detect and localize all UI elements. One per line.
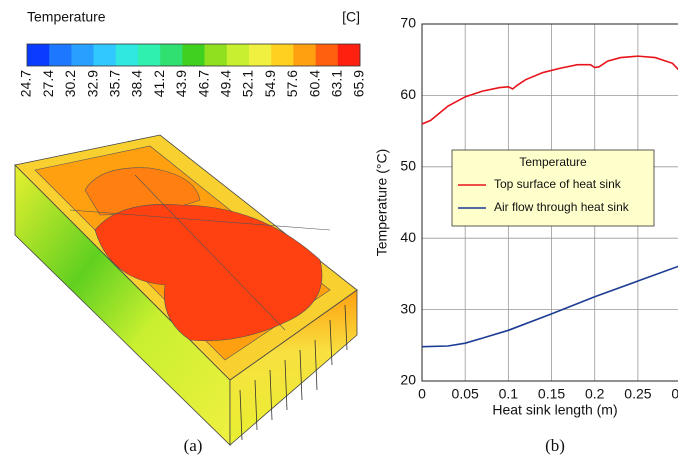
heat-sink-render <box>15 135 357 445</box>
color-cell <box>94 44 117 66</box>
color-cell <box>27 44 50 66</box>
y-tick-label: 30 <box>400 300 416 316</box>
y-axis-label: Temperature (°C) <box>374 149 390 257</box>
colorbar-tick-label: 60.4 <box>306 70 322 97</box>
y-tick-label: 60 <box>400 86 416 102</box>
color-cell <box>338 44 361 66</box>
legend-label: Top surface of heat sink <box>494 177 622 191</box>
x-tick-label: 0.3 <box>671 386 678 402</box>
x-axis-label: Heat sink length (m) <box>492 402 617 418</box>
colorbar-tick-label: 38.4 <box>129 70 145 97</box>
colorbar-unit: [C] <box>342 9 360 25</box>
colorbar-tick-label: 43.9 <box>173 70 189 97</box>
series-line <box>422 262 678 346</box>
x-tick-label: 0.25 <box>624 386 651 402</box>
colorbar-tick-label: 30.2 <box>62 70 78 97</box>
x-tick-label: 0.15 <box>538 386 565 402</box>
colorbar-title: Temperature <box>27 9 106 25</box>
color-cell <box>271 44 294 66</box>
x-tick-label: 0.05 <box>452 386 479 402</box>
colorbar-tick-label: 24.7 <box>18 70 34 97</box>
colorbar-tick-label: 27.4 <box>40 70 56 97</box>
color-cell <box>316 44 339 66</box>
series-line <box>422 56 678 124</box>
color-cell <box>116 44 139 66</box>
x-tick-label: 0.1 <box>499 386 519 402</box>
color-cell <box>49 44 71 66</box>
caption: (a) <box>184 436 203 455</box>
colorbar-tick-label: 35.7 <box>107 70 123 97</box>
color-cell <box>160 44 183 66</box>
color-cell <box>293 44 316 66</box>
colorbar-tick-label: 49.4 <box>218 70 234 97</box>
y-tick-label: 40 <box>400 229 416 245</box>
colorbar-tick-label: 41.2 <box>151 70 167 97</box>
legend-title: Temperature <box>519 155 587 169</box>
color-cell <box>182 44 205 66</box>
colorbar-tick-label: 57.6 <box>284 70 300 97</box>
caption: (b) <box>545 436 565 455</box>
x-tick-label: 0.2 <box>585 386 605 402</box>
colorbar-tick-label: 63.1 <box>329 70 345 97</box>
y-tick-label: 20 <box>400 372 416 388</box>
figure: Temperature [C] 24.7 27.4 30.2 32.9 35.7 38.4 41… <box>0 0 678 462</box>
legend-label: Air flow through heat sink <box>494 200 630 214</box>
colorbar-tick-label: 46.7 <box>195 70 211 97</box>
color-cell <box>227 44 250 66</box>
color-cell <box>138 44 161 66</box>
x-tick-label: 0 <box>418 386 426 402</box>
color-cell <box>205 44 228 66</box>
colorbar-tick-label: 32.9 <box>84 70 100 97</box>
color-cell <box>249 44 272 66</box>
y-tick-label: 70 <box>400 15 416 31</box>
colorbar-tick-label: 54.9 <box>262 70 278 97</box>
colorbar-tick-label: 52.1 <box>240 70 256 97</box>
y-tick-label: 50 <box>400 158 416 174</box>
color-cell <box>71 44 94 66</box>
colorbar-tick-label: 65.9 <box>351 70 367 97</box>
